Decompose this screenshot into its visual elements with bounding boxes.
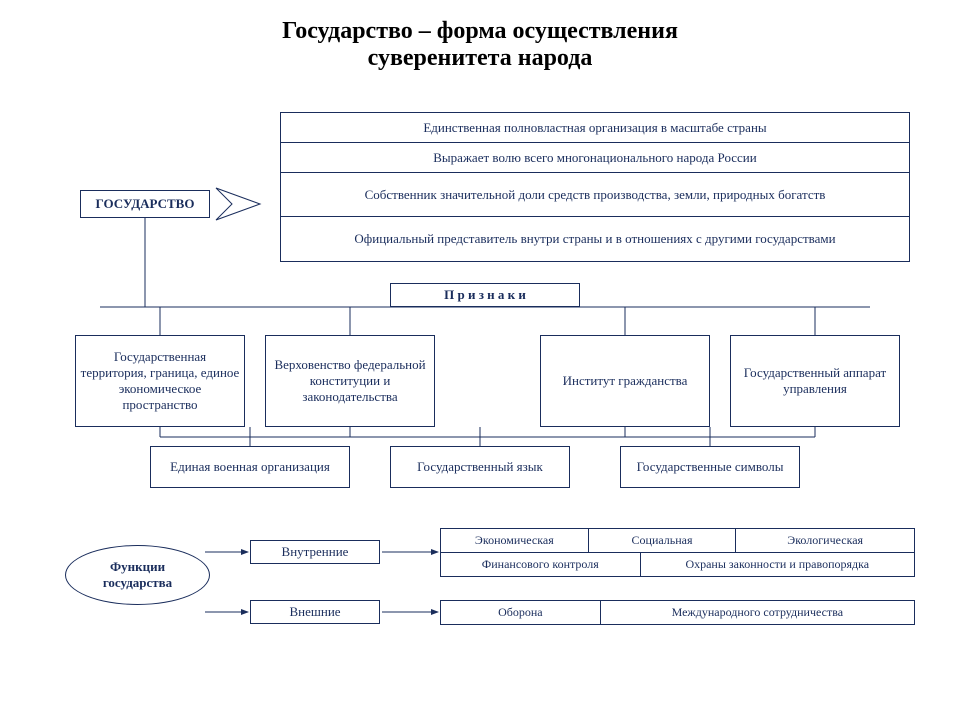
feature-territory: Государственная территория, граница, еди… — [75, 335, 245, 427]
external-defense: Оборона — [441, 601, 601, 625]
page-title: Государство – форма осуществления сувере… — [0, 18, 960, 72]
definitions-table: Единственная полновластная организация в… — [280, 112, 910, 262]
feature-constitution: Верховенство федеральной конституции и з… — [265, 335, 435, 427]
internal-functions-table: Экономическая Социальная Экологическая Ф… — [440, 528, 915, 577]
feature-military: Единая военная организация — [150, 446, 350, 488]
feature-symbols: Государственные символы — [620, 446, 800, 488]
internal-law: Охраны законности и правопорядка — [641, 553, 915, 577]
functions-label-2: государства — [103, 575, 172, 591]
def-row-0: Единственная полновластная организация в… — [281, 113, 909, 143]
functions-label-1: Функции — [103, 559, 172, 575]
title-line1: Государство – форма осуществления — [0, 18, 960, 45]
def-row-3: Официальный представитель внутри страны … — [281, 217, 909, 261]
external-functions-table: Оборона Международного сотрудничества — [440, 600, 915, 625]
state-box: ГОСУДАРСТВО — [80, 190, 210, 218]
feature-apparatus: Государственный аппарат управления — [730, 335, 900, 427]
big-arrow-icon — [216, 188, 260, 220]
internal-finance: Финансового контроля — [441, 553, 641, 577]
internal-social: Социальная — [589, 529, 737, 553]
title-line2: суверенитета народа — [0, 45, 960, 72]
function-external: Внешние — [250, 600, 380, 624]
def-row-1: Выражает волю всего многонационального н… — [281, 143, 909, 173]
internal-econ: Экономическая — [441, 529, 589, 553]
internal-eco: Экологическая — [736, 529, 915, 553]
function-internal: Внутренние — [250, 540, 380, 564]
def-row-2: Собственник значительной доли средств пр… — [281, 173, 909, 217]
feature-citizenship: Институт гражданства — [540, 335, 710, 427]
features-header: П р и з н а к и — [390, 283, 580, 307]
feature-language: Государственный язык — [390, 446, 570, 488]
external-intl: Международного сотрудничества — [601, 601, 915, 625]
functions-ellipse: Функции государства — [65, 545, 210, 605]
